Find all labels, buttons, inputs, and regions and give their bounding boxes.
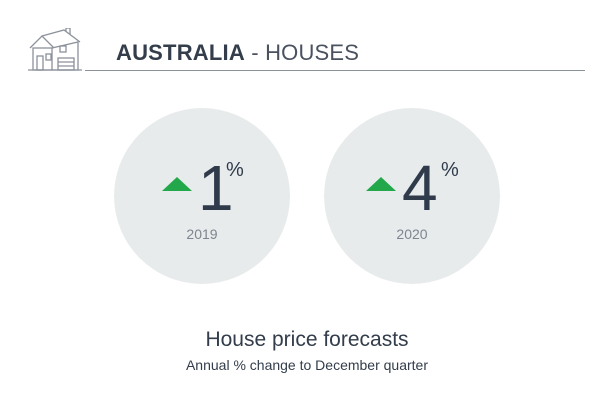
page-title: AUSTRALIA - HOUSES [116,40,359,66]
up-arrow-icon [366,177,396,191]
header: AUSTRALIA - HOUSES [0,0,614,80]
forecast-year: 2020 [396,226,428,242]
title-separator: - [244,40,266,65]
title-property-type: HOUSES [265,40,360,65]
forecast-card-2020: 4 % 2020 [324,108,500,284]
forecast-unit: % [441,159,459,181]
up-arrow-icon [162,177,192,191]
forecast-unit: % [226,159,244,181]
caption-title: House price forecasts [205,328,409,351]
header-divider [85,70,585,71]
caption-subtitle: Annual % change to December quarter [185,357,429,373]
house-icon [28,28,82,71]
forecast-year: 2019 [186,226,218,242]
forecast-value: 1 [198,152,234,224]
title-country: AUSTRALIA [116,40,245,65]
forecast-value: 4 [402,152,438,224]
forecast-card-2019: 1 % 2019 [114,108,290,284]
